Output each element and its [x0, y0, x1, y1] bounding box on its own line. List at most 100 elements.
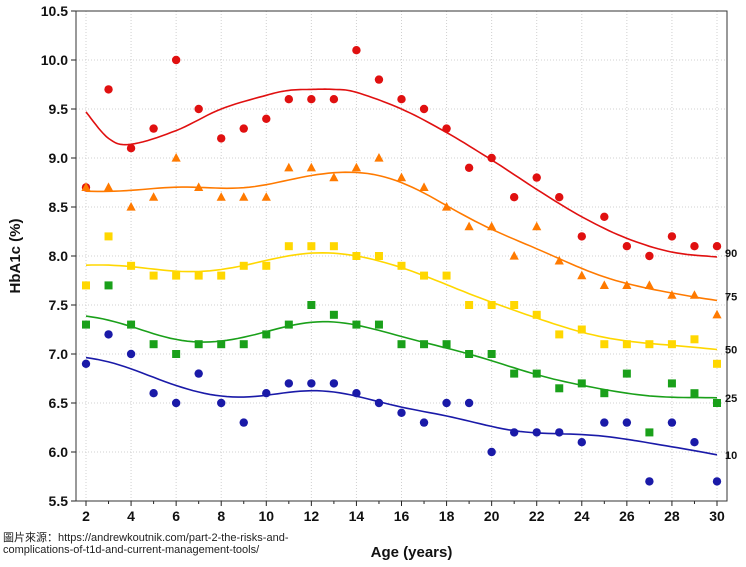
data-point-p75	[622, 280, 632, 289]
data-point-p90	[284, 95, 294, 104]
data-point-p90	[171, 55, 181, 65]
data-point-p25	[284, 320, 293, 329]
data-point-p75	[509, 251, 519, 260]
data-point-p50	[397, 261, 406, 270]
data-point-p75	[126, 202, 136, 211]
x-tick-label: 12	[304, 508, 320, 524]
x-tick-label: 6	[172, 508, 180, 524]
data-point-p50	[667, 340, 676, 349]
data-point-p90	[329, 95, 339, 104]
data-point-p10	[329, 379, 339, 388]
data-point-p10	[262, 389, 271, 398]
data-point-p90	[262, 114, 271, 124]
data-point-p75	[81, 182, 91, 191]
data-point-p10	[487, 447, 496, 457]
data-point-p25	[577, 379, 586, 388]
data-point-p50	[127, 261, 136, 270]
data-point-p50	[442, 271, 451, 280]
data-point-p90	[442, 124, 451, 133]
data-point-p90	[509, 193, 519, 202]
data-point-p10	[532, 428, 541, 437]
data-point-p50	[555, 330, 564, 339]
x-tick-label: 8	[217, 508, 225, 524]
data-point-p50	[577, 325, 586, 334]
data-point-p10	[352, 389, 361, 398]
data-point-p90	[126, 144, 136, 153]
data-point-p90	[645, 251, 654, 261]
x-tick-label: 4	[127, 508, 135, 524]
data-point-p25	[262, 330, 271, 339]
data-point-p75	[306, 162, 316, 172]
x-tick-label: 2	[82, 508, 90, 524]
plot-area	[76, 11, 727, 501]
percentile-curve-10	[85, 356, 718, 456]
data-point-p10	[239, 418, 248, 427]
y-tick-label: 10.5	[41, 3, 68, 19]
data-point-p75	[419, 182, 429, 191]
data-point-p50	[352, 252, 361, 260]
data-point-p10	[104, 330, 113, 339]
data-point-p90	[532, 173, 541, 182]
data-point-p90	[487, 153, 496, 163]
data-point-p75	[689, 290, 700, 299]
data-point-p90	[600, 212, 609, 221]
data-point-p90	[712, 242, 722, 251]
data-point-p75	[532, 221, 542, 231]
data-point-p25	[82, 320, 90, 329]
data-point-p75	[464, 221, 474, 231]
percentile-label-10: 10	[725, 450, 737, 462]
data-point-p90	[374, 75, 384, 84]
data-point-p50	[217, 271, 226, 280]
data-point-p90	[464, 163, 474, 172]
data-point-p25	[352, 320, 361, 329]
x-tick-label: 16	[394, 508, 410, 524]
data-point-p75	[103, 182, 114, 191]
x-tick-label: 14	[349, 508, 365, 524]
data-point-p75	[329, 172, 339, 182]
y-tick-label: 5.5	[49, 493, 69, 509]
data-point-p50	[149, 271, 158, 280]
percentile-label-50: 50	[725, 344, 737, 356]
data-point-p50	[487, 301, 496, 309]
data-point-p10	[622, 418, 632, 427]
data-point-p25	[420, 340, 429, 349]
data-point-p50	[510, 301, 519, 309]
y-tick-label: 9.5	[49, 101, 69, 117]
data-point-p25	[645, 428, 654, 437]
y-tick-label: 10.0	[41, 52, 68, 68]
data-point-p25	[510, 369, 519, 378]
source-caption-line-2: complications-of-t1d-and-current-managem…	[3, 544, 260, 556]
data-point-p10	[126, 349, 136, 359]
data-point-p90	[149, 124, 158, 133]
data-point-p10	[171, 398, 181, 408]
data-point-p75	[261, 192, 271, 201]
x-tick-label: 30	[709, 508, 725, 524]
data-point-p10	[194, 369, 203, 378]
data-point-p25	[374, 320, 383, 329]
y-tick-label: 6.0	[49, 444, 69, 460]
data-point-p10	[555, 428, 564, 437]
y-tick-label: 7.5	[49, 297, 69, 313]
percentile-curve-75	[85, 171, 718, 302]
data-point-p25	[239, 340, 248, 349]
data-point-p50	[690, 335, 699, 344]
data-point-p10	[712, 477, 722, 486]
data-point-p10	[419, 418, 429, 427]
y-tick-label: 7.0	[49, 346, 69, 362]
data-point-p90	[194, 104, 203, 114]
data-point-p50	[420, 271, 429, 280]
percentile-label-90: 90	[725, 248, 737, 260]
source-caption-line-1: 圖片來源：https://andrewkoutnik.com/part-2-th…	[3, 532, 289, 544]
percentile-label-75: 75	[725, 291, 737, 303]
data-point-p75	[441, 202, 452, 211]
data-point-p90	[217, 134, 226, 143]
data-point-p50	[239, 261, 248, 270]
data-point-p75	[712, 309, 722, 319]
data-point-p50	[194, 271, 203, 280]
data-point-p10	[690, 438, 699, 447]
data-point-p75	[149, 192, 159, 201]
data-point-p10	[645, 477, 654, 486]
data-point-p90	[104, 85, 113, 94]
data-point-p10	[600, 418, 609, 427]
